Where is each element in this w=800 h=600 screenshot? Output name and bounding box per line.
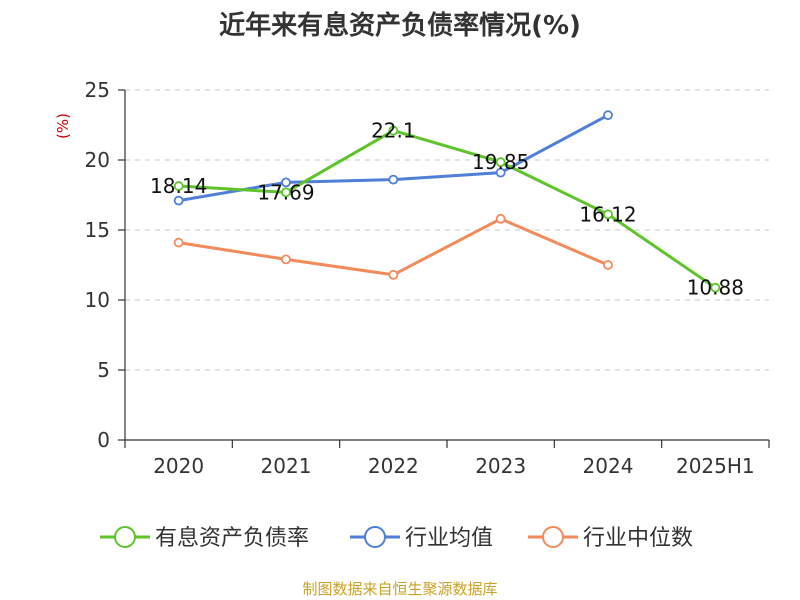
legend-label: 有息资产负债率	[155, 526, 309, 551]
data-point	[281, 177, 291, 188]
source-note: 制图数据来自恒生聚源数据库	[302, 580, 497, 598]
data-label: 17.69	[257, 180, 314, 204]
data-label: 18.14	[150, 174, 207, 198]
legend-marker	[542, 526, 564, 548]
data-point	[173, 237, 184, 248]
legend-label: 行业中位数	[583, 526, 693, 551]
data-point	[388, 269, 399, 280]
y-tick-label: 0	[97, 428, 110, 452]
data-point	[710, 282, 721, 293]
data-point	[495, 157, 506, 168]
x-tick-label: 2022	[368, 454, 419, 478]
data-label: 19.85	[472, 150, 529, 174]
data-point	[281, 187, 291, 198]
chart-title: 近年来有息资产负债率情况(%)	[219, 10, 581, 41]
x-tick-label: 2023	[475, 454, 526, 478]
x-tick-label: 2020	[153, 454, 204, 478]
data-point	[388, 125, 399, 136]
x-tick-label: 2024	[583, 454, 634, 478]
x-tick-label: 2021	[261, 454, 312, 478]
data-point	[281, 254, 291, 265]
x-tick-label: 2025H1	[676, 454, 755, 478]
y-axis-unit: (%)	[54, 113, 72, 139]
data-point	[173, 181, 184, 191]
data-label: 10.88	[687, 276, 744, 300]
series-line-2	[178, 217, 609, 277]
data-point	[388, 174, 399, 185]
data-label: 22.1	[371, 119, 416, 143]
series-lines	[173, 110, 721, 293]
legend-marker	[364, 526, 386, 548]
y-tick-label: 25	[85, 78, 110, 102]
legend: 有息资产负债率 行业均值 行业中位数	[100, 526, 693, 551]
data-point	[495, 213, 506, 224]
data-point	[603, 260, 613, 270]
y-tick-label: 20	[85, 148, 110, 172]
data-label: 16.12	[579, 202, 636, 226]
data-labels: 18.14 17.69 22.1 19.85 16.12 10.88	[150, 119, 744, 300]
y-tick-label: 10	[85, 288, 110, 312]
data-point	[603, 110, 613, 121]
y-tick-label: 15	[85, 218, 110, 242]
grid-lines	[125, 89, 769, 371]
axes: 0 5 10 15 20 25 2020 2021 2022 2023 2024 2025H1	[85, 78, 770, 478]
series-line-0	[178, 129, 717, 289]
legend-marker	[114, 526, 136, 548]
y-tick-label: 5	[97, 358, 110, 382]
data-point	[495, 167, 506, 178]
legend-label: 行业均值	[405, 526, 493, 551]
data-point	[173, 195, 184, 206]
data-point	[603, 209, 613, 220]
